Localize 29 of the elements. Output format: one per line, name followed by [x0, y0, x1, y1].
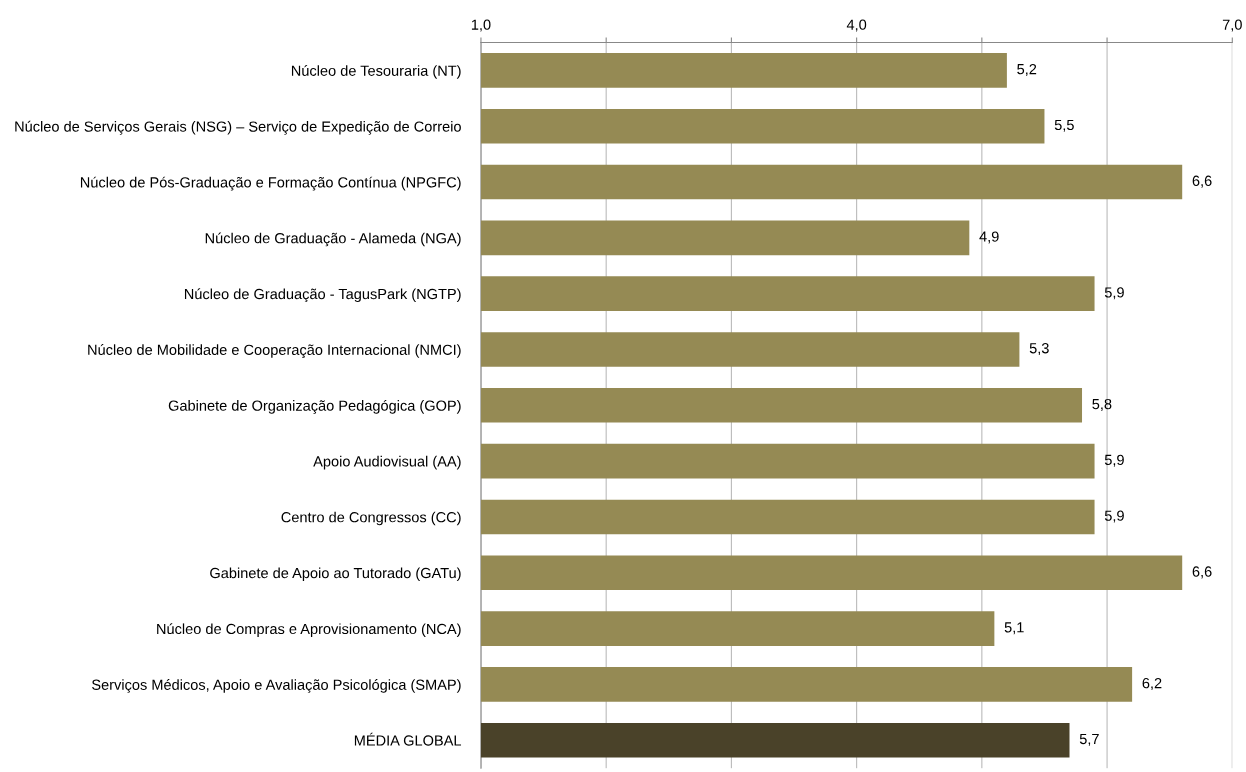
- y-tick-label: Núcleo de Serviços Gerais (NSG) – Serviço de Expedição de Correio: [15, 120, 461, 135]
- y-tick-label: Núcleo de Tesouraria (NT): [291, 65, 461, 79]
- y-tick-label: Núcleo de Mobilidade e Cooperação Internacional (NMCI): [88, 344, 461, 358]
- data-label: 5,8: [1092, 398, 1112, 411]
- y-tick-label: Centro de Congressos (CC): [281, 511, 461, 526]
- y-tick-label: Núcleo de Graduação - Alameda (NGA): [205, 232, 461, 247]
- y-tick-label: Núcleo de Compras e Aprovisionamento (NCA): [157, 623, 461, 637]
- y-tick-label: Gabinete de Apoio ao Tutorado (GATu): [210, 567, 461, 582]
- x-tick-label: 4,0: [846, 19, 867, 32]
- y-tick-label: Apoio Audiovisual (AA): [313, 455, 461, 470]
- y-tick-label: Serviços Médicos, Apoio e Avaliação Psicológica (SMAP): [92, 679, 461, 693]
- data-label: 5,3: [1029, 343, 1049, 356]
- data-label: 5,1: [1004, 622, 1024, 635]
- data-label: 5,9: [1104, 287, 1124, 300]
- y-tick-label: MÉDIA GLOBAL: [354, 732, 462, 746]
- x-tick-label: 1,0: [471, 19, 491, 32]
- x-tick-label: 7,0: [1222, 19, 1242, 32]
- data-label: 6,6: [1192, 566, 1212, 579]
- data-label: 6,2: [1142, 678, 1162, 691]
- data-label: 5,5: [1054, 119, 1074, 132]
- data-label: 4,9: [979, 231, 999, 244]
- data-label: 5,9: [1104, 510, 1124, 523]
- data-label: 5,9: [1104, 454, 1124, 467]
- y-tick-label: Núcleo de Pós-Graduação e Formação Contínua (NPGFC): [80, 176, 461, 191]
- y-tick-label: Gabinete de Organização Pedagógica (GOP): [168, 399, 461, 414]
- data-label: 5,2: [1017, 63, 1037, 77]
- data-label: 6,6: [1192, 175, 1212, 188]
- data-label: 5,7: [1079, 733, 1099, 746]
- y-tick-label: Núcleo de Graduação - TagusPark (NGTP): [184, 288, 461, 303]
